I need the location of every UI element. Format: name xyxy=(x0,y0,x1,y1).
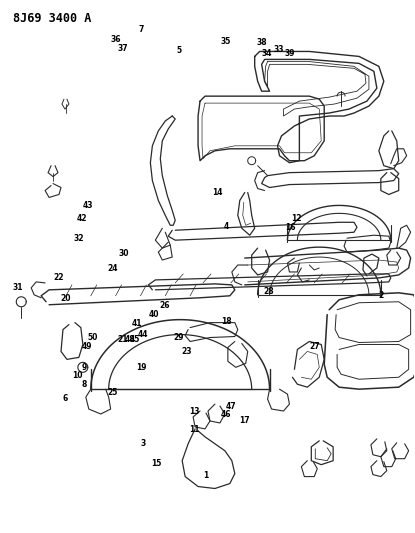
Text: 46: 46 xyxy=(221,410,231,419)
Text: 14: 14 xyxy=(212,188,223,197)
Text: 24: 24 xyxy=(107,264,118,272)
Text: 6: 6 xyxy=(63,394,68,403)
Text: 8J69 3400 A: 8J69 3400 A xyxy=(13,12,92,25)
Text: 43: 43 xyxy=(83,201,93,210)
Text: 30: 30 xyxy=(119,249,129,259)
Text: 34: 34 xyxy=(261,49,272,58)
Text: 23: 23 xyxy=(182,346,192,356)
Text: 36: 36 xyxy=(111,35,121,44)
Text: 40: 40 xyxy=(149,310,159,319)
Text: 33: 33 xyxy=(273,45,283,54)
Text: 31: 31 xyxy=(12,283,23,292)
Text: 7: 7 xyxy=(139,25,144,34)
Text: 39: 39 xyxy=(285,49,295,58)
Text: 27: 27 xyxy=(309,343,320,351)
Text: 47: 47 xyxy=(226,402,237,411)
Text: 35: 35 xyxy=(221,37,231,46)
Text: 26: 26 xyxy=(159,301,169,310)
Text: 11: 11 xyxy=(189,425,200,434)
Text: 22: 22 xyxy=(54,272,64,281)
Text: 18: 18 xyxy=(221,317,232,326)
Text: 1: 1 xyxy=(203,471,208,480)
Text: 9: 9 xyxy=(82,362,87,372)
Text: 21: 21 xyxy=(118,335,128,344)
Text: 10: 10 xyxy=(72,371,83,380)
Text: 28: 28 xyxy=(263,287,274,296)
Text: 32: 32 xyxy=(73,235,84,244)
Text: 8: 8 xyxy=(81,379,86,389)
Text: 49: 49 xyxy=(82,343,93,351)
Text: 48: 48 xyxy=(124,335,135,344)
Text: 3: 3 xyxy=(141,439,146,448)
Text: 37: 37 xyxy=(118,44,128,53)
Text: 44: 44 xyxy=(137,330,148,339)
Text: 12: 12 xyxy=(291,214,301,223)
Text: 25: 25 xyxy=(107,388,118,397)
Text: 50: 50 xyxy=(88,334,98,343)
Text: 17: 17 xyxy=(239,416,250,425)
Text: 19: 19 xyxy=(136,362,147,372)
Text: 15: 15 xyxy=(151,459,161,469)
Text: 4: 4 xyxy=(223,222,229,231)
Text: 13: 13 xyxy=(189,407,200,416)
Text: 5: 5 xyxy=(176,46,181,55)
Text: 38: 38 xyxy=(257,38,268,47)
Text: 20: 20 xyxy=(60,294,71,303)
Text: 29: 29 xyxy=(173,334,184,343)
Text: 42: 42 xyxy=(76,214,87,223)
Text: 41: 41 xyxy=(132,319,142,328)
Text: 16: 16 xyxy=(285,223,295,232)
Text: 2: 2 xyxy=(378,291,383,300)
Text: 45: 45 xyxy=(130,335,141,344)
